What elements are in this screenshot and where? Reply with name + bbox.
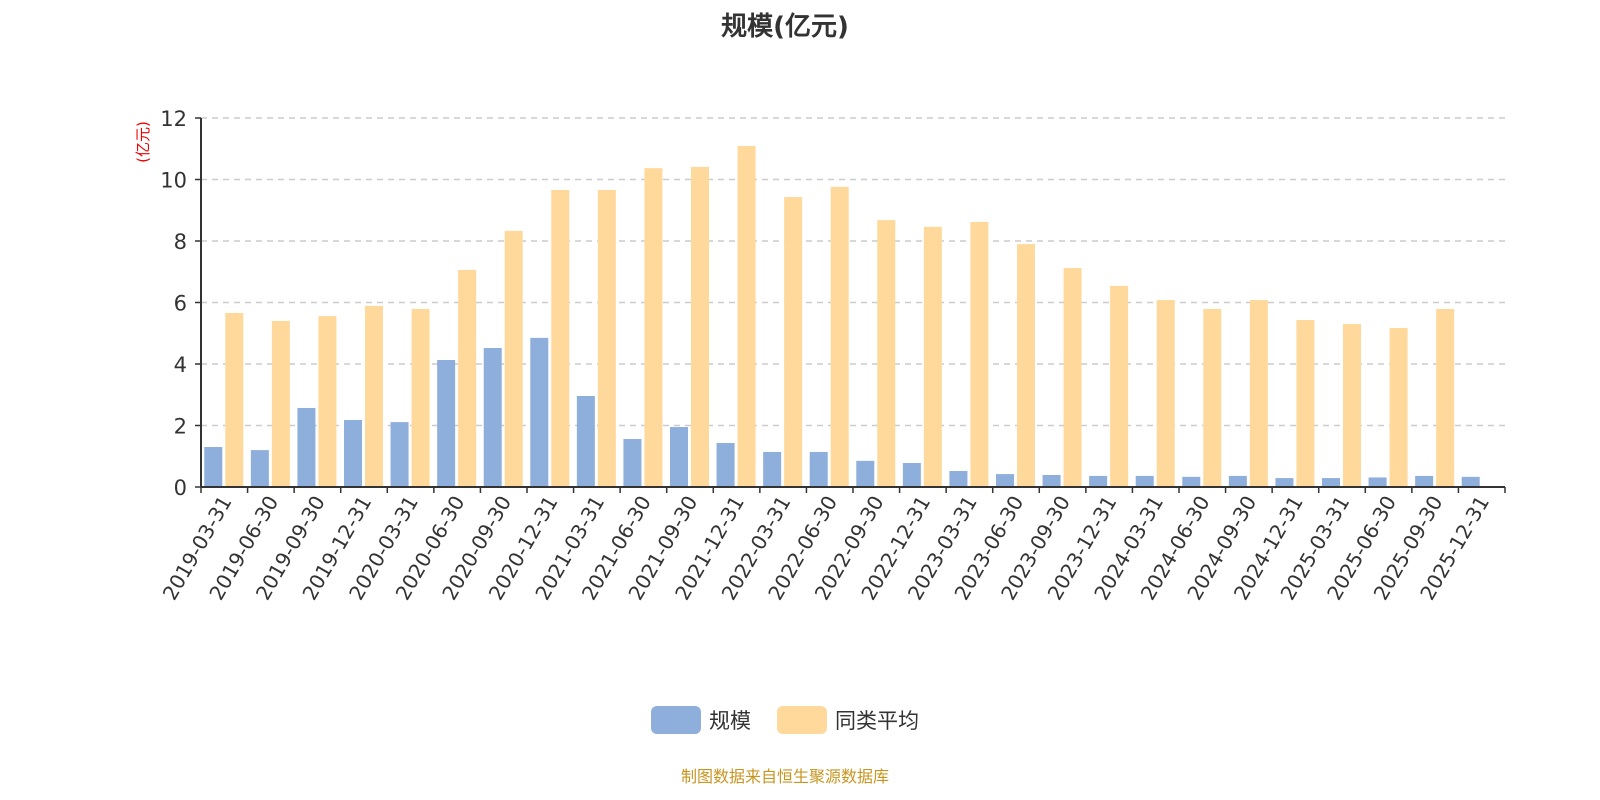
bar-peer-average [691,166,709,487]
bar-scale [483,348,502,487]
bar-chart: 024681012(亿元)2019-03-312019-06-302019-09… [134,107,1506,604]
bar-scale [1135,475,1154,487]
bar-peer-average [504,230,523,488]
bar-peer-average [551,189,570,487]
bar-scale [996,474,1014,487]
bar-peer-average [877,220,896,487]
legend: 规模 同类平均 [0,705,1570,735]
bar-scale [1415,475,1434,487]
bar-scale [204,447,223,487]
bar-peer-average [458,269,477,487]
bar-peer-average [644,168,663,487]
bar-peer-average [271,320,290,487]
bar-scale [1461,476,1480,487]
bar-peer-average [225,312,244,487]
bar-scale [250,450,269,487]
bar-scale [1042,475,1061,487]
bar-scale [949,471,968,487]
y-tick-label: 0 [174,476,187,500]
legend-label-scale: 规模 [709,709,751,733]
bar-peer-average [1110,285,1129,487]
bar-scale [344,419,362,487]
y-tick-label: 4 [174,353,187,377]
bar-peer-average [1436,308,1455,487]
bar-scale [1089,475,1108,487]
bar-scale [1275,478,1294,487]
bar-scale [716,443,735,487]
bar-scale [1182,476,1201,487]
bar-scale [670,427,688,487]
y-tick-label: 12 [160,107,187,131]
data-source-note: 制图数据来自恒生聚源数据库 [680,767,889,786]
bar-peer-average [1063,268,1082,487]
legend-swatch-peer-average [777,706,827,734]
legend-swatch-scale [651,706,701,734]
legend-item-peer-average[interactable]: 同类平均 [777,705,919,735]
bar-peer-average [923,226,942,488]
bar-peer-average [597,189,616,487]
bar-peer-average [737,145,756,488]
bar-scale [297,407,316,487]
bar-scale [530,337,549,487]
bar-peer-average [1203,308,1222,487]
bar-peer-average [1156,300,1175,487]
bar-scale [623,439,642,487]
y-tick-label: 10 [160,169,187,193]
bar-scale [1228,475,1247,487]
bar-peer-average [830,186,849,487]
bar-scale [1322,478,1340,487]
y-axis-label: (亿元) [134,121,152,163]
bar-peer-average [365,305,383,487]
bar-peer-average [970,221,989,487]
bar-peer-average [1296,320,1315,487]
bar-peer-average [411,308,430,487]
bar-scale [1368,477,1387,487]
y-tick-label: 2 [174,415,187,439]
bar-scale [437,360,456,487]
chart-title: 规模(亿元) [721,12,849,42]
legend-label-peer-average: 同类平均 [835,709,919,733]
y-tick-label: 6 [174,292,187,316]
bar-scale [809,451,828,487]
bar-peer-average [1249,300,1268,487]
bar-peer-average [1389,328,1408,487]
bar-scale [390,422,409,487]
bar-peer-average [1017,244,1035,487]
bar-scale [902,463,921,487]
bar-peer-average [318,316,337,487]
bar-scale [856,460,875,487]
y-tick-label: 8 [174,230,187,254]
bar-scale [763,451,782,487]
bar-peer-average [784,197,803,487]
bar-peer-average [1343,324,1361,487]
legend-item-scale[interactable]: 规模 [651,705,751,735]
bar-scale [576,395,595,487]
